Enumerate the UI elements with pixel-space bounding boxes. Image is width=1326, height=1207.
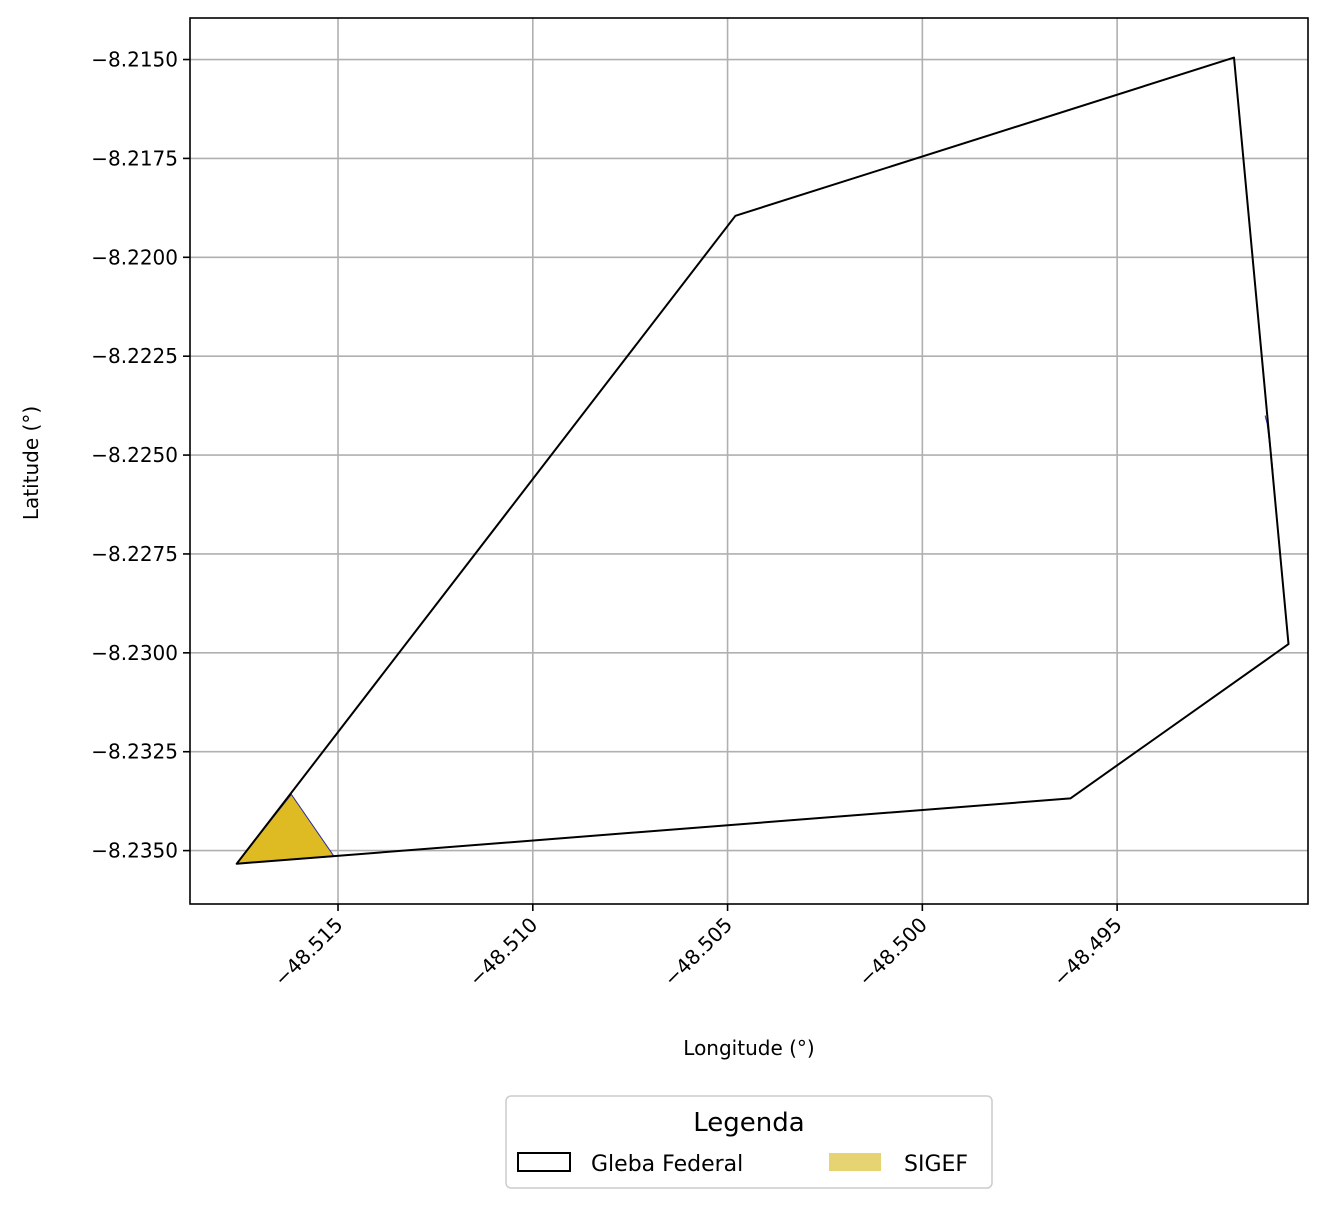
y-axis-label: Latitude (°) xyxy=(19,406,43,520)
grid-lines xyxy=(190,18,1308,904)
y-tick-label-8-2175: −8.2175 xyxy=(91,146,178,170)
y-tick-label-8-225: −8.2250 xyxy=(91,443,178,467)
y-tick-label-8-2225: −8.2225 xyxy=(91,344,178,368)
x-axis-label: Longitude (°) xyxy=(683,1036,814,1060)
legend-title: Legenda xyxy=(693,1108,804,1138)
y-tick-label-8-2325: −8.2325 xyxy=(91,740,178,764)
legend-swatch-gleba-federal xyxy=(517,1152,571,1172)
map-layers xyxy=(235,56,1290,865)
legend-label-sigef: SIGEF xyxy=(904,1152,968,1177)
y-tick-label-8-22: −8.2200 xyxy=(91,245,178,269)
plot-frame xyxy=(189,17,1309,905)
y-tick-label-8-23: −8.2300 xyxy=(91,641,178,665)
legend-swatch-sigef xyxy=(829,1153,881,1171)
legend: Legenda Gleba Federal SIGEF xyxy=(505,1095,993,1189)
y-tick-label-8-235: −8.2350 xyxy=(91,839,178,863)
legend-label-gleba-federal: Gleba Federal xyxy=(591,1152,743,1177)
gleba-federal-boundary xyxy=(235,56,1290,865)
y-tick-label-8-2275: −8.2275 xyxy=(91,542,178,566)
y-tick-label-8-215: −8.2150 xyxy=(91,48,178,72)
